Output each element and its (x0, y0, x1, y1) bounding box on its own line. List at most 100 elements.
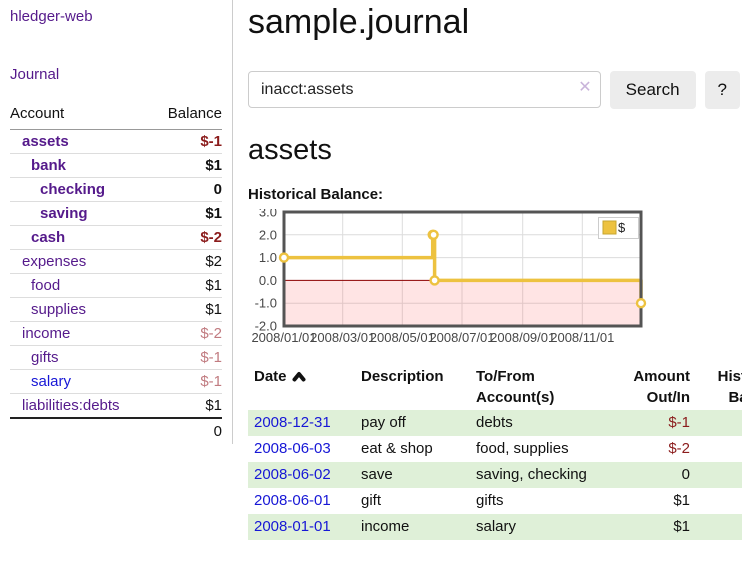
sidebar-account-salary[interactable]: salary (31, 373, 72, 390)
transaction-balance: $2 (696, 488, 742, 514)
sidebar-account-assets[interactable]: assets (22, 133, 69, 150)
transaction-date-link[interactable]: 2008-06-02 (254, 466, 331, 483)
chart-title: Historical Balance: (248, 186, 384, 203)
transaction-date-link[interactable]: 2008-06-01 (254, 492, 331, 509)
account-row: food $1 (10, 273, 222, 298)
transaction-accounts: debts (476, 414, 513, 431)
transaction-amount: $-2 (668, 440, 690, 457)
transaction-accounts: gifts (476, 492, 504, 509)
account-balance: $1 (151, 297, 222, 322)
transaction-amount: 0 (681, 466, 690, 483)
account-balance: $-1 (151, 369, 222, 394)
sidebar-account-food[interactable]: food (31, 277, 61, 294)
svg-text:2008/11/01: 2008/11/01 (550, 330, 614, 345)
svg-text:2008/05/01: 2008/05/01 (370, 330, 435, 345)
col-header-description: Description (361, 368, 444, 385)
svg-text:1.0: 1.0 (259, 250, 277, 265)
register-header-row: Date Description To/From Account(s) Amoun… (248, 364, 742, 410)
account-row: income $-2 (10, 321, 222, 346)
accounts-header-row: Account Balance (10, 105, 222, 130)
account-row: supplies $1 (10, 297, 222, 322)
svg-text:2008/09/01: 2008/09/01 (490, 330, 555, 345)
account-balance: $1 (205, 397, 222, 414)
register-row: 2008-06-01 gift gifts $1 $2 (248, 488, 742, 514)
transaction-description: gift (361, 492, 382, 509)
transaction-accounts: salary (476, 518, 517, 535)
account-row: salary $-1 (10, 369, 222, 394)
register-row: 2008-01-01 income salary $1 $1 (248, 514, 742, 540)
sidebar: hledger-web Journal Account Balance asse… (0, 0, 233, 444)
search-button[interactable]: Search (609, 71, 696, 109)
sidebar-account-gifts[interactable]: gifts (31, 349, 59, 366)
transaction-balance: $-1 (696, 410, 742, 436)
sidebar-account-liabilities-debts[interactable]: liabilities:debts (22, 397, 120, 414)
svg-text:2.0: 2.0 (259, 227, 277, 242)
transaction-amount: $-1 (668, 414, 690, 431)
register-row: 2008-06-03 eat & shop food, supplies $-2 0 (248, 436, 742, 462)
svg-text:$: $ (618, 220, 626, 235)
sort-ascending-icon (292, 372, 306, 382)
account-heading: assets (248, 134, 332, 166)
transaction-accounts: food, supplies (476, 440, 569, 457)
sidebar-account-supplies[interactable]: supplies (31, 301, 87, 318)
account-balance: $1 (151, 201, 222, 226)
transaction-date-link[interactable]: 2008-12-31 (254, 414, 331, 431)
transaction-accounts: saving, checking (476, 466, 587, 483)
accounts-column-header: Account (10, 105, 152, 130)
svg-text:-2.0: -2.0 (255, 319, 277, 334)
sidebar-nav: Journal (10, 66, 222, 84)
date-header-label: Date (254, 368, 287, 385)
account-balance: 0 (151, 177, 222, 202)
app-window: hledger-web Journal Account Balance asse… (0, 0, 742, 540)
help-button[interactable]: ? (704, 71, 740, 109)
transaction-date-link[interactable]: 2008-06-03 (254, 440, 331, 457)
transaction-description: eat & shop (361, 440, 433, 457)
svg-text:2008/01/01: 2008/01/01 (251, 330, 316, 345)
account-row: checking 0 (10, 177, 222, 202)
sidebar-account-bank[interactable]: bank (31, 157, 67, 174)
col-header-amount: Amount Out/In (633, 368, 690, 406)
sidebar-account-cash[interactable]: cash (31, 229, 66, 246)
col-header-date[interactable]: Date (248, 364, 355, 410)
register-row: 2008-06-02 save saving, checking 0 $2 (248, 462, 742, 488)
account-row: cash $-2 (10, 225, 222, 250)
transaction-balance: $2 (696, 462, 742, 488)
svg-text:2008/07/01: 2008/07/01 (429, 330, 494, 345)
total-spacer (10, 417, 152, 444)
account-balance: $-2 (151, 321, 222, 346)
transaction-amount: $1 (673, 492, 690, 509)
sidebar-account-saving[interactable]: saving (40, 205, 88, 222)
sidebar-item-journal[interactable]: Journal (10, 66, 60, 83)
account-balance: $-1 (151, 129, 222, 154)
transaction-date-link[interactable]: 2008-01-01 (254, 518, 331, 535)
balance-column-header: Balance (151, 105, 222, 130)
account-balance: $1 (151, 153, 222, 178)
total-balance: 0 (151, 417, 222, 444)
search-box: ✕ (248, 71, 601, 109)
historical-balance-chart[interactable]: $3.0 2.0 1.0 0.0 -1.0 -2.0 2008/01/01 2008/03/0… (248, 209, 740, 351)
accounts-table: Account Balance assets $-1 bank $1 checking 0… (10, 105, 222, 444)
account-balance: $-2 (151, 225, 222, 250)
account-row: liabilities:debts $1 (10, 394, 222, 419)
account-balance: $-1 (151, 345, 222, 370)
sidebar-account-income[interactable]: income (22, 325, 71, 342)
register-row: 2008-12-31 pay off debts $-1 $-1 (248, 410, 742, 436)
app-title-link[interactable]: hledger-web (10, 8, 93, 25)
transaction-balance: 0 (696, 436, 742, 462)
account-balance: $1 (151, 273, 222, 298)
clear-search-icon[interactable]: ✕ (578, 79, 592, 96)
account-row: assets $-1 (10, 129, 222, 154)
account-row: expenses $2 (10, 249, 222, 274)
col-header-accounts: To/From Account(s) (476, 368, 555, 406)
main-content: sample.journal ✕ Search ? assets Histori… (233, 0, 742, 540)
sidebar-account-checking[interactable]: checking (40, 181, 106, 198)
transaction-description: pay off (361, 414, 406, 431)
transaction-description: save (361, 466, 393, 483)
search-form: ✕ Search ? (248, 71, 740, 109)
account-row: gifts $-1 (10, 345, 222, 370)
sidebar-account-expenses[interactable]: expenses (22, 253, 87, 270)
svg-text:-1.0: -1.0 (255, 296, 277, 311)
search-input[interactable] (248, 71, 601, 108)
svg-text:2008/03/01: 2008/03/01 (310, 330, 375, 345)
